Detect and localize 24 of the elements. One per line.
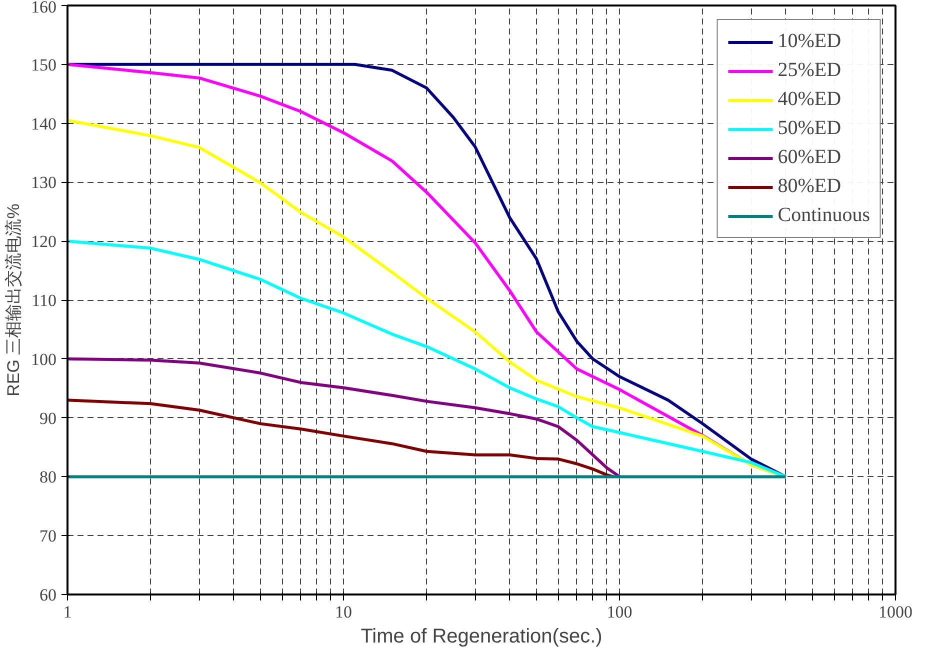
y-axis-title: REG 三相输出交流电流%	[4, 204, 23, 396]
legend-label: Continuous	[778, 204, 870, 227]
x-tick-label: 1	[63, 602, 72, 622]
x-tick-label: 100	[606, 602, 632, 622]
legend-label: 10%ED	[778, 30, 842, 53]
y-tick-label: 130	[31, 173, 56, 192]
y-tick-label: 90	[40, 408, 56, 428]
y-tick-label: 140	[31, 114, 56, 134]
legend-label: 60%ED	[778, 146, 842, 169]
y-tick-label: 80	[40, 468, 56, 487]
y-tick-label: 70	[40, 526, 56, 546]
y-tick-label: 120	[31, 232, 56, 252]
y-tick-label: 160	[31, 0, 56, 16]
legend-label: 80%ED	[778, 175, 842, 198]
y-tick-label: 150	[31, 55, 56, 74]
x-axis-title: Time of Regeneration(sec.)	[360, 626, 602, 648]
x-tick-label: 1000	[878, 602, 912, 622]
x-tick-label: 10	[335, 602, 352, 622]
y-tick-label: 110	[32, 291, 57, 310]
y-tick-label: 60	[40, 586, 56, 604]
legend-label: 50%ED	[778, 117, 842, 140]
y-tick-label: 100	[31, 350, 56, 369]
legend-label: 25%ED	[778, 59, 842, 82]
legend-label: 40%ED	[778, 88, 842, 111]
